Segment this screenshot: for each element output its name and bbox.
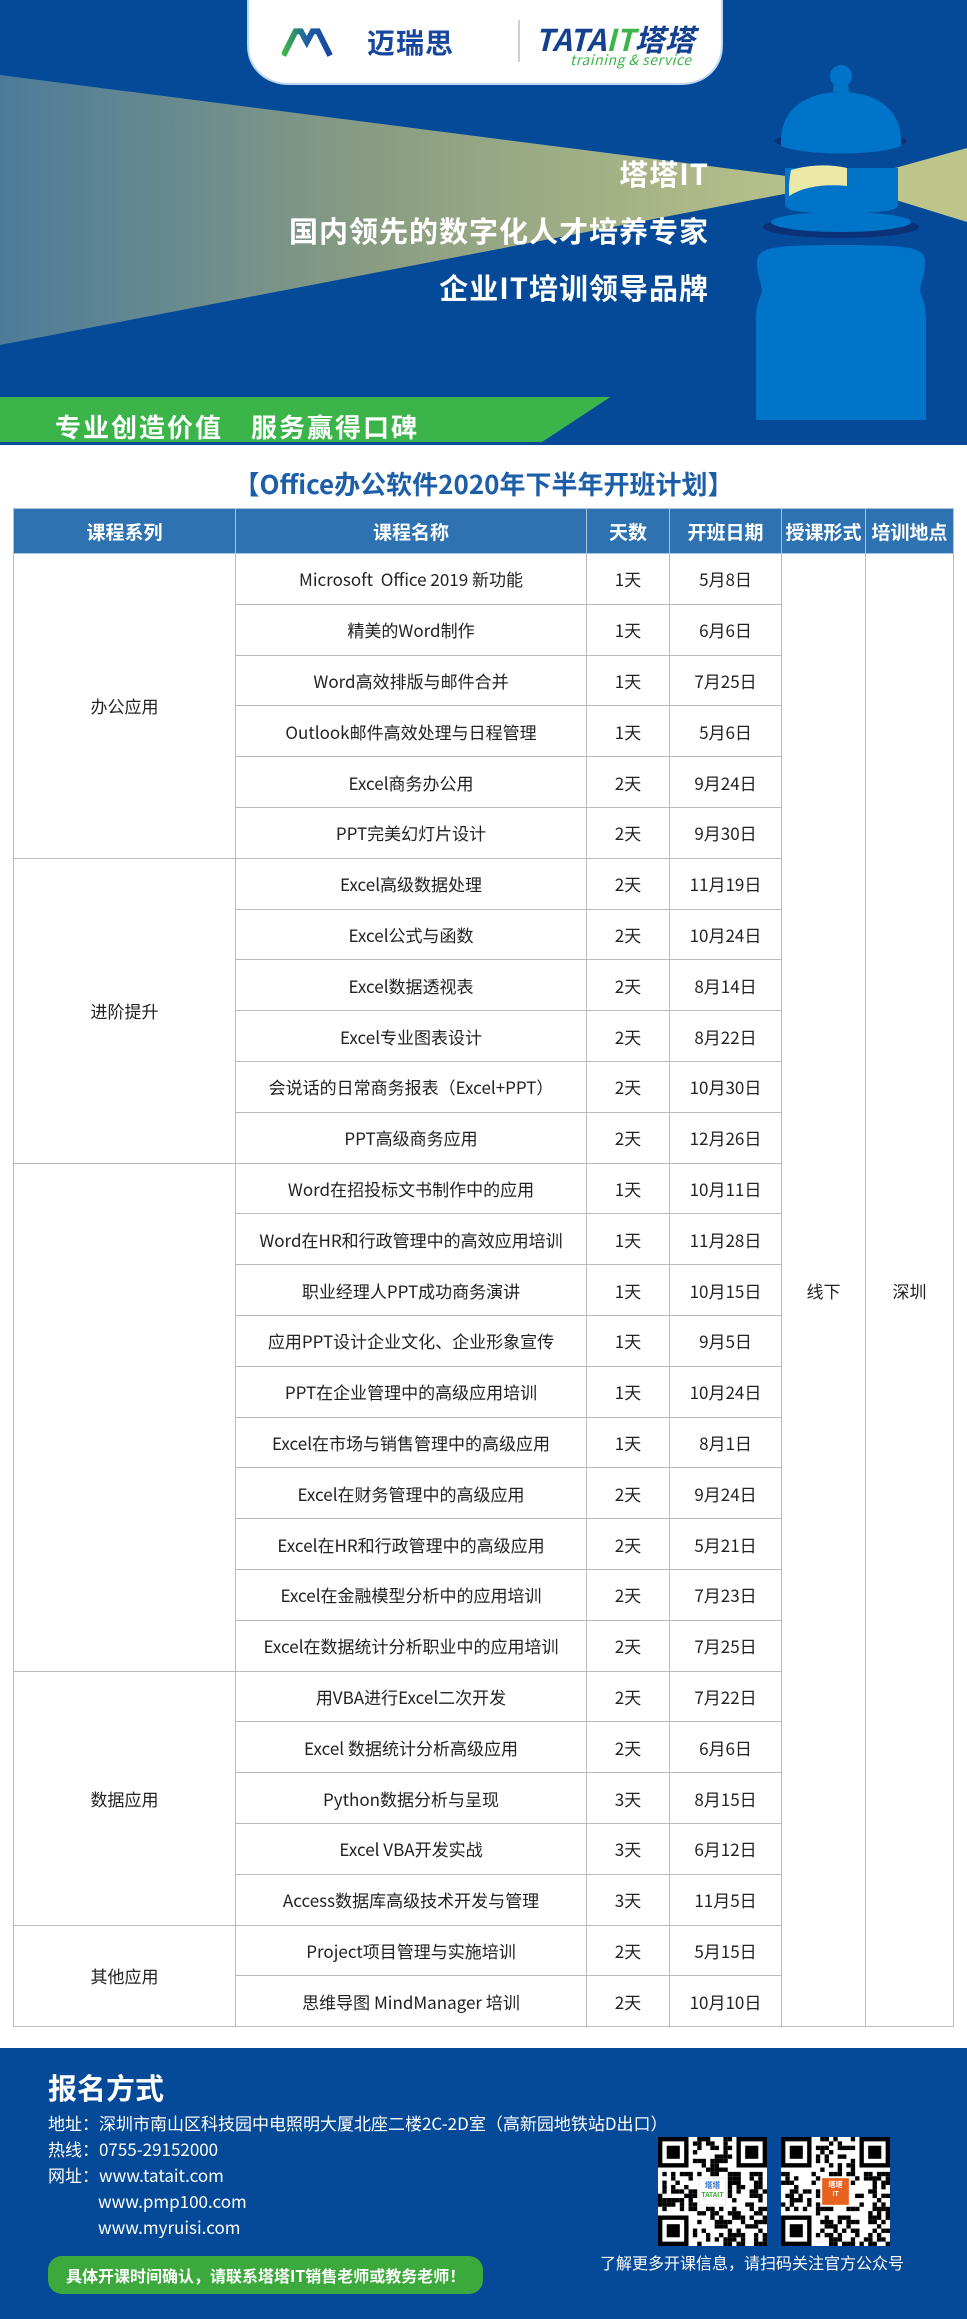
svg-text:TATAIT: TATAIT	[701, 2189, 723, 2199]
svg-text:IT: IT	[832, 2188, 838, 2198]
